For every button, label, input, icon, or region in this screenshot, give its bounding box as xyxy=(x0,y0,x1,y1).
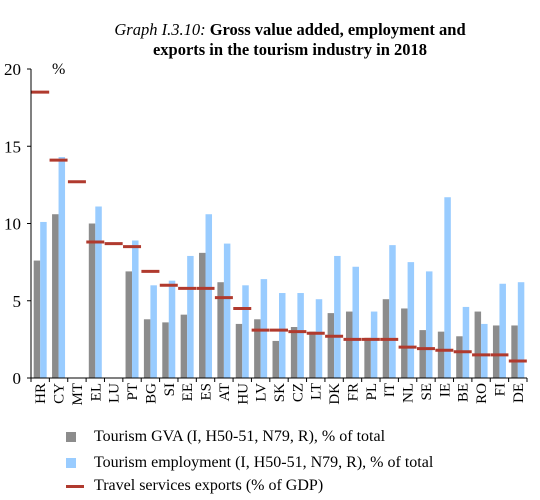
bars-layer xyxy=(33,157,525,378)
bar-gva-SK xyxy=(272,340,279,378)
bar-employment-PL xyxy=(370,311,378,378)
x-tick-label-NL: NL xyxy=(401,383,417,403)
legend-label-gva: Tourism GVA (I, H50-51, N79, R), % of to… xyxy=(94,428,386,445)
x-tick-label-IT: IT xyxy=(382,383,398,397)
x-tick-label-HU: HU xyxy=(235,383,251,405)
x-tick-label-LV: LV xyxy=(254,383,270,402)
bar-employment-AT xyxy=(223,243,231,378)
x-tick-label-DK: DK xyxy=(327,383,343,405)
x-tick-label-LU: LU xyxy=(107,383,123,403)
bar-gva-HU xyxy=(235,323,243,378)
x-tick-label-LT: LT xyxy=(309,383,325,400)
y-tick-label-15: 15 xyxy=(4,137,21,156)
title-line-1: Gross value added, employment and xyxy=(209,20,466,39)
bar-employment-SE xyxy=(425,271,433,378)
bar-gva-PT xyxy=(125,271,133,378)
bar-gva-DK xyxy=(327,313,335,378)
bar-employment-EL xyxy=(95,206,102,378)
x-tick-label-PT: PT xyxy=(125,383,141,401)
bar-employment-RO xyxy=(481,323,488,378)
bar-employment-SK xyxy=(279,293,286,378)
bar-gva-NL xyxy=(401,308,408,378)
legend-label-exports: Travel services exports (% of GDP) xyxy=(94,477,324,494)
bar-gva-IE xyxy=(437,331,445,378)
bar-gva-HR xyxy=(33,260,41,378)
y-tick-label-0: 0 xyxy=(13,369,22,388)
chart-title: Graph I.3.10: Gross value added, employm… xyxy=(40,20,540,60)
x-tick-label-CY: CY xyxy=(52,383,68,404)
bar-gva-CY xyxy=(52,214,59,378)
bar-employment-PT xyxy=(132,240,139,378)
bar-gva-LT xyxy=(309,331,316,378)
y-tick-label-20: 20 xyxy=(4,60,21,79)
x-tick-label-EE: EE xyxy=(180,383,196,401)
bar-gva-EE xyxy=(180,314,188,378)
title-line-2: exports in the tourism industry in 2018 xyxy=(152,40,428,59)
bar-gva-EL xyxy=(88,223,96,378)
bar-gva-ES xyxy=(199,252,206,378)
bar-gva-SI xyxy=(162,322,169,378)
bar-gva-BE xyxy=(456,336,463,378)
x-tick-label-DE: DE xyxy=(511,383,527,403)
x-tick-label-FR: FR xyxy=(345,383,361,401)
axes-layer: HR CY MT EL LU PT BG SI EE ES AT HU LV SK CZ LT DK FR PL IT… xyxy=(4,60,528,406)
bar-employment-SI xyxy=(168,280,176,378)
bar-gva-LV xyxy=(254,319,261,378)
bar-employment-IE xyxy=(444,197,451,378)
bar-gva-PL xyxy=(364,337,371,378)
bar-gva-RO xyxy=(474,311,482,378)
title-prefix: Graph I.3.10: xyxy=(114,20,206,39)
bar-gva-SE xyxy=(419,330,426,378)
bar-employment-HR xyxy=(40,221,47,378)
x-tick-label-BG: BG xyxy=(143,383,159,404)
bar-gva-DE xyxy=(511,325,518,378)
bar-employment-EE xyxy=(187,255,194,378)
x-tick-label-AT: AT xyxy=(217,383,233,401)
bar-employment-FR xyxy=(352,266,359,378)
legend-swatch-exports xyxy=(66,485,84,488)
x-tick-label-FI: FI xyxy=(492,383,508,396)
x-tick-label-SK: SK xyxy=(272,383,288,402)
bar-employment-CY xyxy=(58,157,66,378)
bar-employment-IT xyxy=(389,245,396,378)
bar-gva-FI xyxy=(492,325,500,378)
bar-employment-BE xyxy=(462,306,470,378)
x-tick-label-EL: EL xyxy=(88,383,104,401)
bar-employment-FI xyxy=(499,283,506,378)
bar-employment-BG xyxy=(150,285,157,378)
x-tick-label-SI: SI xyxy=(162,383,178,396)
y-tick-label-10: 10 xyxy=(4,215,21,234)
x-tick-label-CZ: CZ xyxy=(290,383,306,402)
x-tick-label-IE: IE xyxy=(437,383,453,397)
y-axis-unit-label: % xyxy=(52,61,65,78)
x-tick-label-SE: SE xyxy=(419,383,435,401)
bar-employment-DK xyxy=(334,255,341,378)
x-tick-label-MT: MT xyxy=(70,383,86,406)
bar-gva-BG xyxy=(143,319,151,378)
x-tick-label-RO: RO xyxy=(474,383,490,404)
bar-gva-CZ xyxy=(290,327,298,378)
x-tick-label-PL: PL xyxy=(364,383,380,401)
y-tick-label-5: 5 xyxy=(13,292,22,311)
bar-employment-LV xyxy=(260,279,268,378)
bar-employment-ES xyxy=(205,214,213,378)
x-tick-label-HR: HR xyxy=(33,383,49,404)
bar-employment-LT xyxy=(315,299,323,378)
legend-label-employment: Tourism employment (I, H50-51, N79, R), … xyxy=(94,454,434,471)
legend-swatch-employment xyxy=(66,458,76,468)
bar-employment-NL xyxy=(407,262,415,378)
bar-employment-DE xyxy=(517,282,525,378)
bar-employment-CZ xyxy=(297,293,304,378)
bar-gva-FR xyxy=(345,311,353,378)
bar-employment-HU xyxy=(242,285,249,378)
bar-gva-AT xyxy=(217,282,224,378)
markers-layer xyxy=(31,90,527,363)
legend-swatch-gva xyxy=(66,432,76,442)
x-tick-label-ES: ES xyxy=(199,383,215,401)
x-tick-label-BE: BE xyxy=(456,383,472,402)
